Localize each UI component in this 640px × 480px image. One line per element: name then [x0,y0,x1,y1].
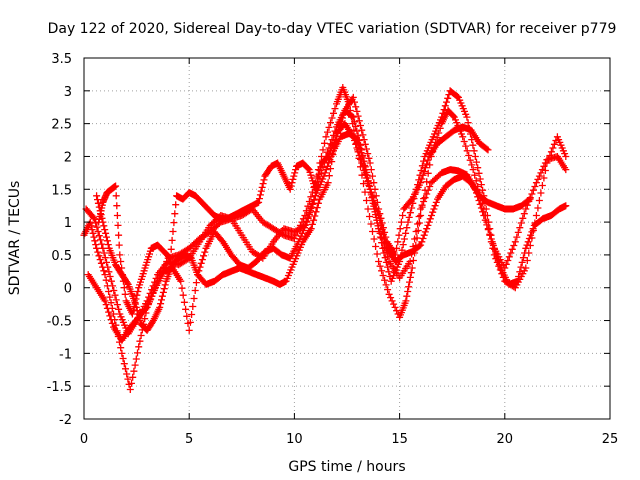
axis-ticks: 0 5 10 15 20 25 -2 -1.5 -1 -0.5 0 0.5 1 1.5 2 2.5 3 3.5 [47,52,619,447]
y-tick-label: 1 [64,216,72,231]
y-tick-label: 0 [64,282,72,297]
x-tick-label: 10 [286,432,303,447]
data-points [80,84,570,393]
y-tick-label: -2 [59,413,72,428]
y-tick-label: 2 [64,150,72,165]
y-tick-label: -1.5 [47,380,72,395]
x-tick-label: 20 [497,432,514,447]
y-tick-label: 0.5 [51,249,72,264]
x-tick-label: 0 [80,432,88,447]
y-tick-label: -0.5 [47,315,72,330]
x-tick-label: 5 [185,432,193,447]
y-axis-title: SDTVAR / TECUs [7,181,23,296]
y-tick-label: 1.5 [51,183,72,198]
x-tick-label: 25 [602,432,619,447]
plot-frame [83,57,611,420]
series-satellite-track-5 [95,93,492,318]
data-point-markers [95,93,492,318]
x-axis-title: GPS time / hours [288,459,405,475]
y-tick-label: 3 [64,85,72,100]
y-tick-label: -1 [59,347,72,362]
x-tick-label: 15 [391,432,408,447]
chart-title: Day 122 of 2020, Sidereal Day-to-day VTE… [48,21,617,37]
y-tick-label: 2.5 [51,118,72,133]
y-tick-label: 3.5 [51,52,72,67]
